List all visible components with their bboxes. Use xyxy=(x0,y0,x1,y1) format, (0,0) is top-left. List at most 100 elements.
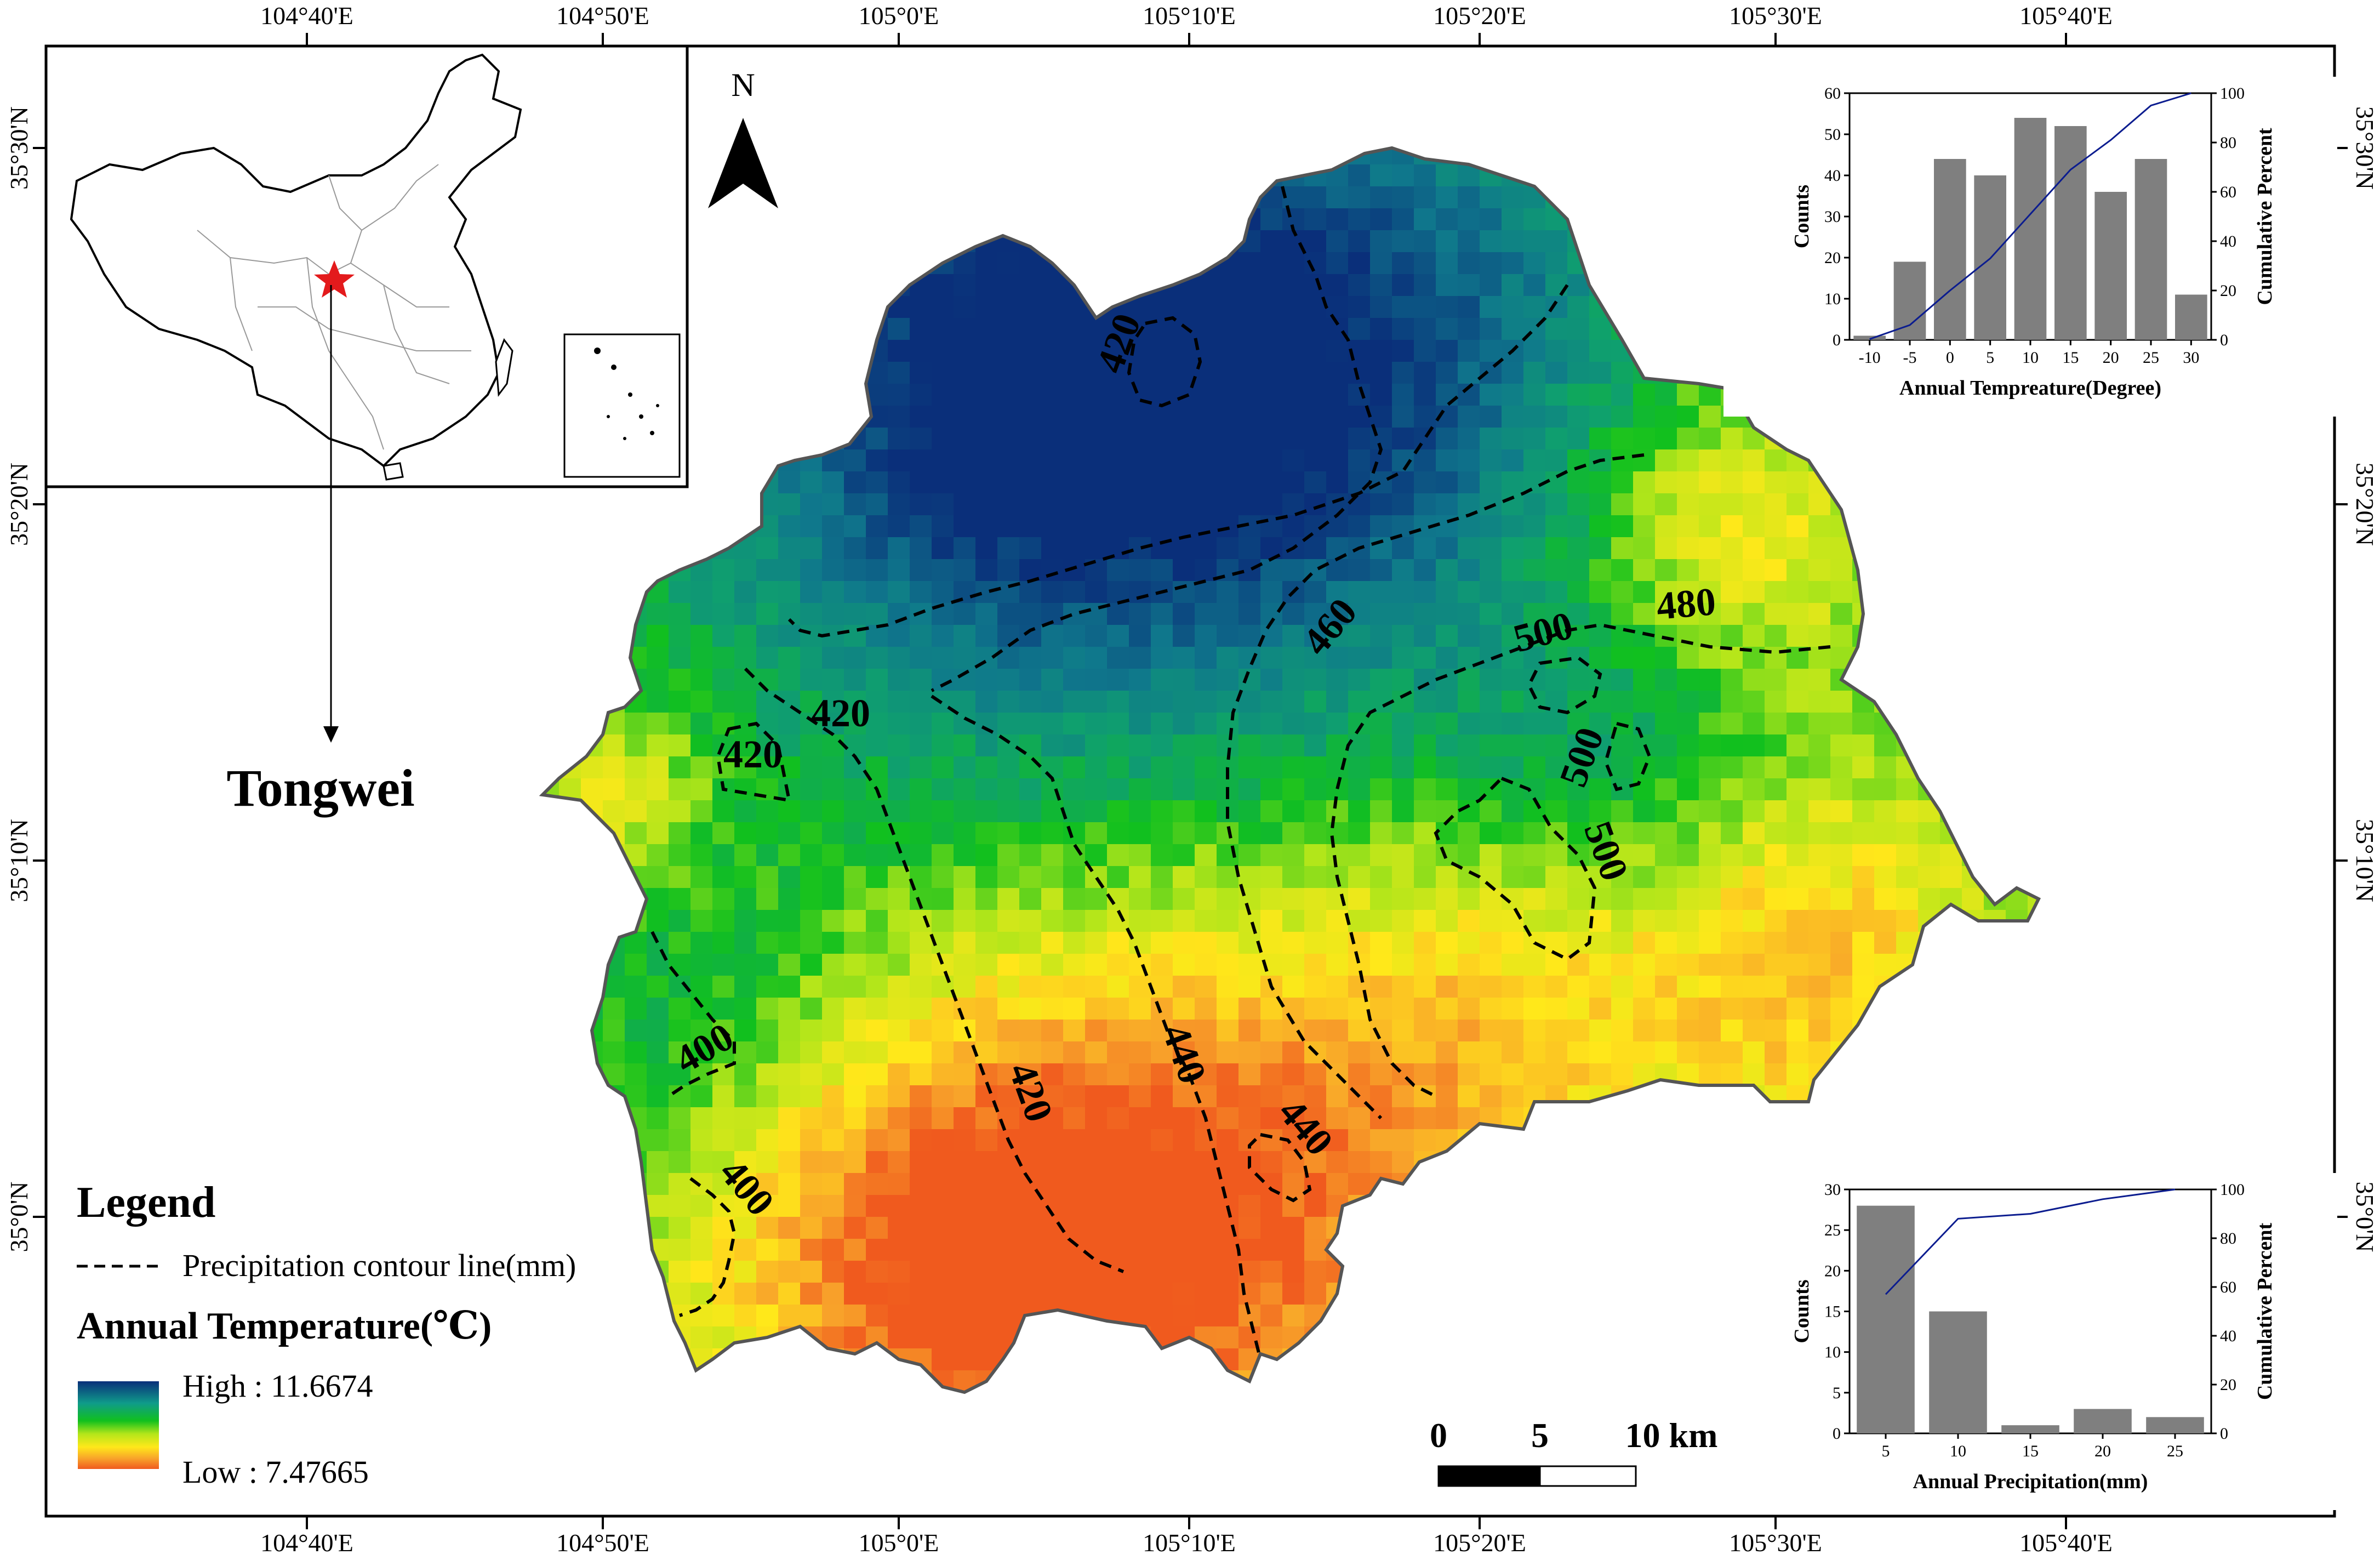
contour-440-loop xyxy=(1248,1132,1312,1203)
north-label: N xyxy=(731,67,755,103)
tick-marks xyxy=(33,33,2348,1529)
y-tick-label: 20 xyxy=(1824,249,1841,267)
x-tick-label: 5 xyxy=(1986,349,1994,367)
cumulative-percent-line xyxy=(1885,1188,2176,1295)
scale-label: 5 xyxy=(1531,1416,1549,1455)
y-tick-label: 15 xyxy=(1824,1303,1841,1321)
contour-460 xyxy=(787,284,1569,638)
y-tick-label: 30 xyxy=(1824,208,1841,226)
y-tick-label: 20 xyxy=(1824,1262,1841,1280)
legend-high-label: High : 11.6674 xyxy=(182,1368,373,1404)
latitude-label: 35°10'N xyxy=(2351,819,2379,902)
histogram-bar xyxy=(2134,159,2167,340)
latitude-label: 35°0'N xyxy=(2351,1182,2379,1252)
legend-contour-label: Precipitation contour line(mm) xyxy=(182,1248,576,1283)
y-tick-label: 10 xyxy=(1824,290,1841,308)
latitude-label: 35°30'N xyxy=(2351,106,2379,190)
x-tick-label: 20 xyxy=(2094,1442,2111,1460)
contour-500-loop-a xyxy=(1527,656,1602,715)
contour-420-loop-west xyxy=(716,721,791,802)
x-tick-label: -5 xyxy=(1903,349,1917,367)
latitude-label: 35°20'N xyxy=(5,463,33,546)
histogram-bar xyxy=(2146,1417,2204,1433)
location-star-icon xyxy=(314,260,355,298)
legend-low-label: Low : 7.47665 xyxy=(182,1454,369,1490)
contour-label: 420 xyxy=(811,691,870,735)
contour-label: 420 xyxy=(723,732,783,776)
y-tick-label: 60 xyxy=(1824,84,1841,102)
precipitation-histogram: 5 10 15 20 25 0 5 10 15 20 25 30 0 20 40 60 80 100 Annual … xyxy=(1723,1173,2337,1510)
histogram-bar xyxy=(2014,118,2047,340)
x-tick-label: 30 xyxy=(2183,349,2199,367)
y-tick-label: 0 xyxy=(1833,331,1841,349)
cumulative-percent-line xyxy=(1869,92,2191,340)
y-tick-label: 5 xyxy=(1833,1384,1841,1402)
contour-400-lower xyxy=(679,1177,737,1317)
contour-500-loop-b xyxy=(1603,721,1652,791)
latitude-label: 35°20'N xyxy=(2351,463,2379,546)
south-sea-islands xyxy=(594,348,659,440)
scale-bar: 0 5 10 km xyxy=(1430,1416,1718,1487)
x-tick-label: 15 xyxy=(2062,349,2079,367)
y2-tick-label: 100 xyxy=(2220,84,2245,102)
latitude-label: 35°30'N xyxy=(5,106,33,190)
x-tick-label: 10 xyxy=(2022,349,2039,367)
longitude-label: 105°20'E xyxy=(1433,2,1526,30)
y-axis-title: Counts xyxy=(1790,1279,1813,1343)
longitude-label: 105°30'E xyxy=(1729,1529,1822,1557)
y-tick-label: 25 xyxy=(1824,1221,1841,1239)
x-tick-label: 0 xyxy=(1946,349,1954,367)
longitude-label: 105°0'E xyxy=(859,1529,939,1557)
contour-420-loop xyxy=(1127,316,1202,408)
contour-480 xyxy=(1329,623,1831,1098)
y2-axis-title: Cumulative Percent xyxy=(2253,128,2276,305)
x-axis-title: Annual Precipitation(mm) xyxy=(1913,1470,2148,1493)
scale-segment-white xyxy=(1539,1465,1637,1487)
x-tick-label: 25 xyxy=(2143,349,2159,367)
scale-segment-black xyxy=(1437,1465,1541,1487)
y2-tick-label: 60 xyxy=(2220,183,2236,201)
longitude-label: 105°30'E xyxy=(1729,2,1822,30)
scale-label: 0 xyxy=(1430,1416,1447,1455)
temperature-color-ramp xyxy=(78,1381,159,1469)
latitude-label: 35°0'N xyxy=(5,1182,33,1252)
y-tick-label: 0 xyxy=(1833,1425,1841,1443)
histogram-bar xyxy=(1853,335,1886,340)
hainan-island xyxy=(383,462,404,481)
temperature-histogram: -10 -5 0 5 10 15 20 25 30 0 10 20 30 40 50 60 0 20 40 60 80 1… xyxy=(1723,77,2337,417)
south-sea-box xyxy=(563,333,681,478)
china-inset xyxy=(44,44,689,743)
longitude-label: 105°40'E xyxy=(2019,2,2113,30)
longitude-label: 104°50'E xyxy=(556,2,649,30)
longitude-label: 104°40'E xyxy=(260,1529,353,1557)
y-tick-label: 50 xyxy=(1824,126,1841,144)
contour-440 xyxy=(931,694,1262,1360)
longitude-label: 105°10'E xyxy=(1143,1529,1236,1557)
contour-420-west xyxy=(744,667,1125,1273)
y2-tick-label: 20 xyxy=(2220,282,2236,300)
longitude-label: 104°50'E xyxy=(556,1529,649,1557)
y2-tick-label: 40 xyxy=(2220,232,2236,250)
histogram-bar xyxy=(2001,1425,2059,1433)
x-axis-title: Annual Tempreature(Degree) xyxy=(1899,377,2161,400)
scale-label: 10 km xyxy=(1625,1416,1718,1455)
longitude-label: 104°40'E xyxy=(260,2,353,30)
histogram-bar xyxy=(2054,126,2087,340)
histogram-bar xyxy=(1893,261,1926,340)
y2-tick-label: 20 xyxy=(2220,1376,2236,1394)
contour-500-loop-c xyxy=(1434,776,1597,961)
y2-tick-label: 60 xyxy=(2220,1278,2236,1296)
pointer-arrowhead xyxy=(323,726,339,743)
y-tick-label: 30 xyxy=(1824,1181,1841,1199)
longitude-label: 105°20'E xyxy=(1433,1529,1526,1557)
latitude-label: 35°10'N xyxy=(5,819,33,902)
taiwan-island xyxy=(495,338,513,397)
y2-tick-label: 0 xyxy=(2220,331,2228,349)
histogram-bar xyxy=(2175,294,2207,340)
north-arrow: N xyxy=(708,67,778,208)
y2-tick-label: 0 xyxy=(2220,1425,2228,1443)
legend: Legend Precipitation contour line(mm) An… xyxy=(77,1178,576,1490)
contour-label: 480 xyxy=(1654,579,1717,628)
